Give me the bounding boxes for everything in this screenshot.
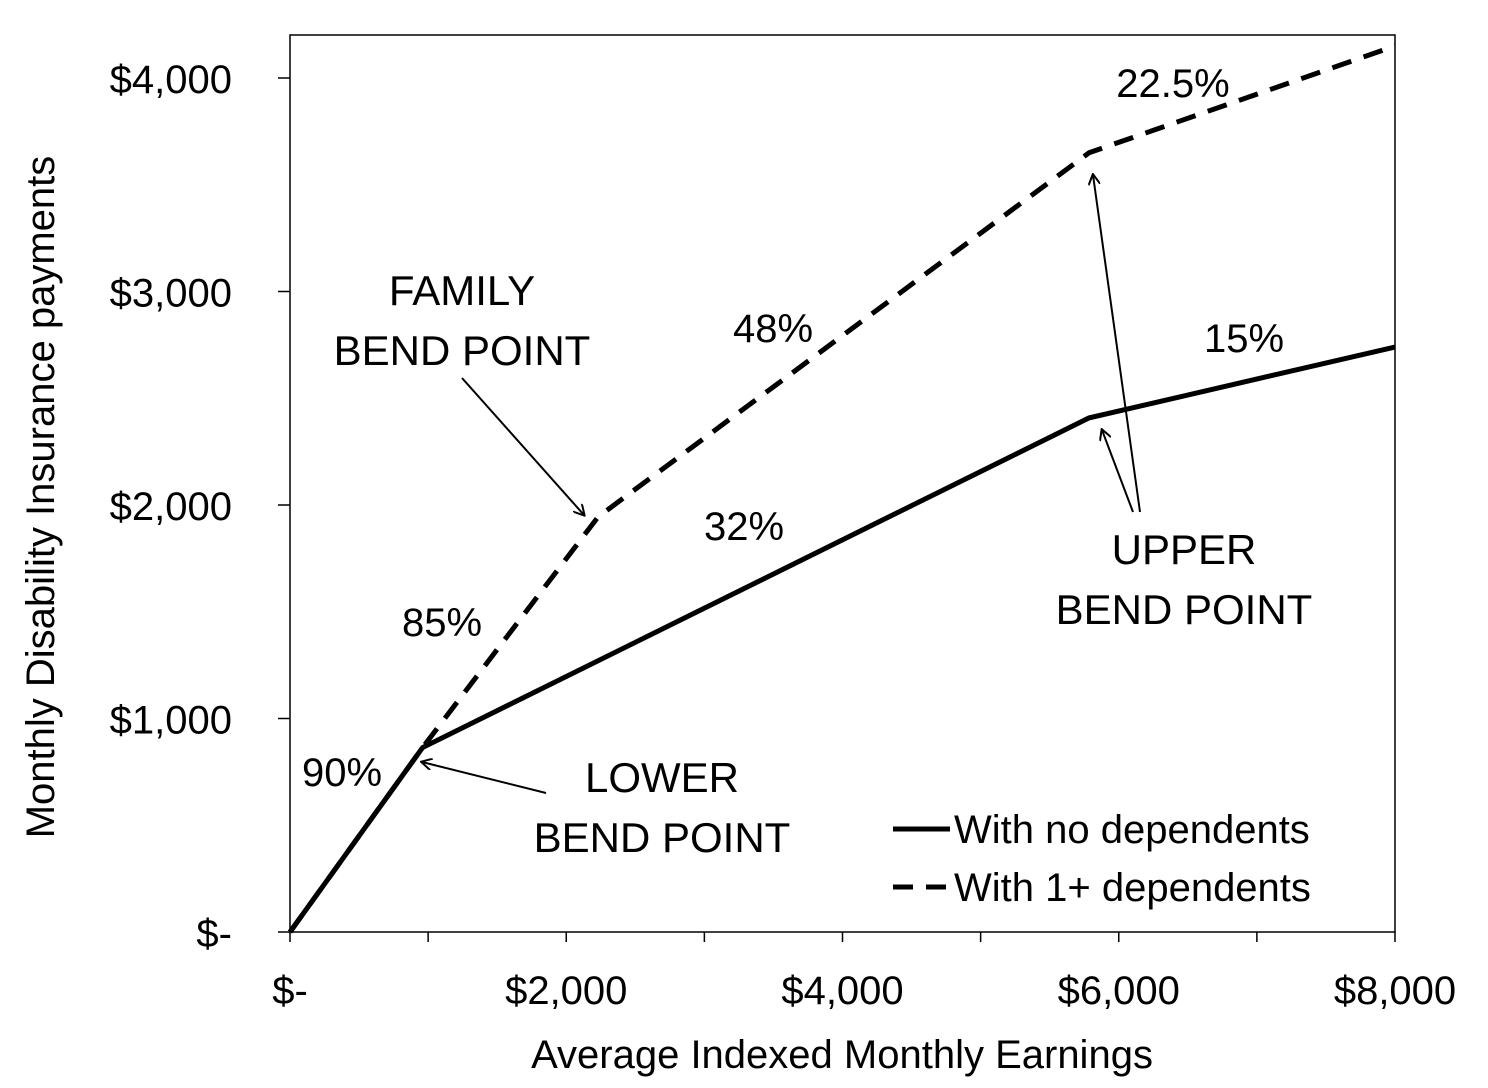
- x-tick-label-4: $8,000: [1334, 969, 1456, 1013]
- annotation-family-line1: FAMILY: [389, 267, 535, 314]
- annotation-lower-line1: LOWER: [585, 754, 739, 801]
- plot-area: [289, 34, 1396, 933]
- annotation-upper-bend-point: UPPER BEND POINT: [1056, 175, 1313, 633]
- upper-bend-arrow-dashed: [1093, 175, 1141, 513]
- upper-bend-arrow-solid: [1102, 430, 1134, 513]
- lower-bend-arrow: [422, 762, 547, 794]
- annotation-family-bend-point: FAMILY BEND POINT: [334, 267, 591, 515]
- annotation-upper-line1: UPPER: [1112, 526, 1257, 573]
- family-bend-arrow: [461, 377, 584, 515]
- legend-label-no-dependents: With no dependents: [954, 808, 1310, 852]
- annotation-family-line2: BEND POINT: [334, 327, 591, 374]
- x-axis-ticks: $- $2,000 $4,000 $6,000 $8,000: [272, 932, 1456, 1013]
- x-tick-label-2: $4,000: [781, 969, 903, 1013]
- rate-label-85: 85%: [402, 601, 482, 645]
- x-tick-label-3: $6,000: [1058, 969, 1180, 1013]
- series-line-0: [287, 344, 1396, 934]
- legend: With no dependents With 1+ dependents: [893, 808, 1311, 910]
- x-tick-label-0: $-: [272, 969, 308, 1013]
- y-tick-label-1: $1,000: [110, 699, 232, 743]
- rate-label-15: 15%: [1204, 317, 1284, 361]
- legend-label-with-dependents: With 1+ dependents: [954, 866, 1311, 910]
- y-axis-title: Monthly Disability Insurance payments: [19, 156, 63, 839]
- rate-label-32: 32%: [704, 505, 784, 549]
- y-axis-ticks: $- $1,000 $2,000 $3,000 $4,000: [110, 58, 290, 956]
- rate-label-90: 90%: [302, 751, 382, 795]
- y-tick-label-2: $2,000: [110, 485, 232, 529]
- x-tick-label-1: $2,000: [505, 969, 627, 1013]
- series-layer: [287, 43, 1396, 934]
- rate-label-48: 48%: [733, 307, 813, 351]
- annotation-upper-line2: BEND POINT: [1056, 586, 1313, 633]
- y-tick-label-0: $-: [196, 912, 232, 956]
- series-line-1: [287, 43, 1396, 934]
- y-tick-label-3: $3,000: [110, 272, 232, 316]
- y-tick-label-4: $4,000: [110, 58, 232, 102]
- x-axis-title: Average Indexed Monthly Earnings: [531, 1033, 1153, 1077]
- annotation-lower-line2: BEND POINT: [534, 814, 791, 861]
- rate-label-22-5: 22.5%: [1116, 62, 1229, 106]
- annotation-lower-bend-point: LOWER BEND POINT: [422, 754, 790, 861]
